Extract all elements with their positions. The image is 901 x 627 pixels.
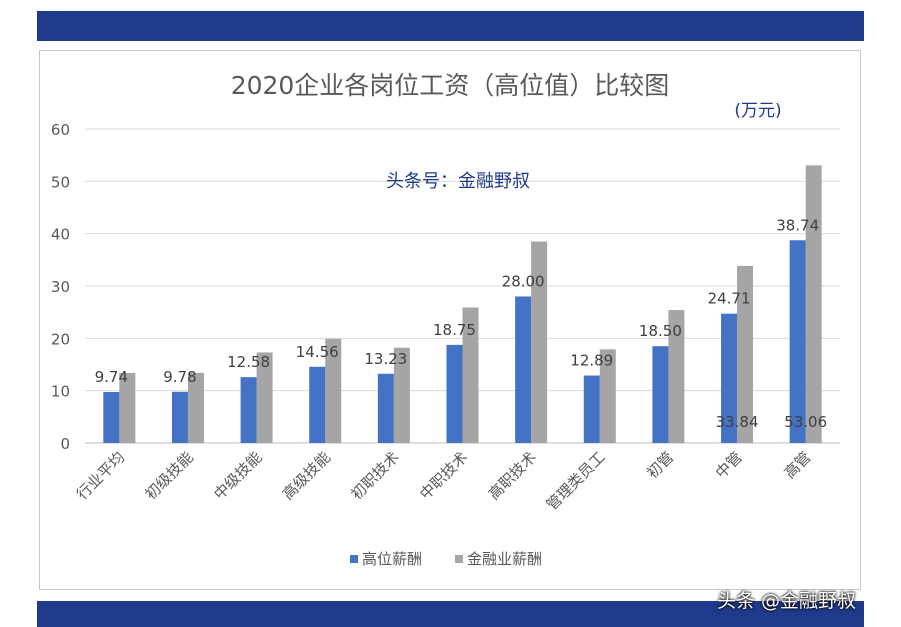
unit-label: (万元) [734, 101, 781, 121]
x-tick-label: 初级技能 [142, 448, 197, 503]
bottom-banner [37, 601, 864, 627]
legend-swatch [350, 555, 358, 563]
bar-金融业薪酬 [119, 372, 136, 443]
bar-金融业薪酬 [531, 241, 548, 443]
y-tick-label: 10 [51, 383, 70, 401]
bar-金融业薪酬 [805, 165, 822, 443]
bar-高位薪酬 [789, 240, 806, 443]
data-label: 33.84 [716, 413, 759, 431]
bar-金融业薪酬 [393, 347, 410, 443]
bar-高位薪酬 [721, 313, 738, 443]
bar-高位薪酬 [652, 346, 669, 443]
legend-swatch [455, 555, 463, 563]
bar-高位薪酬 [103, 392, 120, 443]
bar-高位薪酬 [446, 344, 463, 443]
watermark: 头条 @金融野叔 [717, 590, 857, 612]
y-tick-label: 60 [51, 121, 70, 139]
data-label: 9.74 [95, 368, 128, 386]
bar-高位薪酬 [583, 375, 600, 443]
y-tick-label: 40 [51, 226, 70, 244]
y-tick-label: 50 [51, 173, 70, 191]
chart-title: 2020企业各岗位工资（高位值）比较图 [231, 71, 670, 100]
y-tick-label: 0 [60, 435, 70, 453]
x-tick-label: 初管 [643, 448, 677, 482]
bar-金融业薪酬 [599, 349, 616, 443]
data-label: 28.00 [502, 272, 545, 290]
data-label: 53.06 [784, 413, 827, 431]
bar-高位薪酬 [515, 296, 532, 443]
legend-label: 金融业薪酬 [467, 550, 542, 568]
bar-高位薪酬 [309, 366, 326, 443]
data-label: 13.23 [364, 350, 407, 368]
x-tick-label: 中职技术 [416, 448, 471, 503]
bar-金融业薪酬 [256, 352, 273, 443]
data-label: 12.58 [227, 353, 270, 371]
data-label: 18.50 [639, 322, 682, 340]
data-label: 9.78 [163, 368, 196, 386]
x-tick-label: 管理类员工 [543, 448, 609, 514]
x-tick-label: 高级技能 [279, 448, 334, 503]
x-tick-label: 行业平均 [73, 448, 128, 503]
bar-金融业薪酬 [187, 372, 204, 443]
x-tick-label: 高管 [781, 448, 815, 482]
y-tick-label: 30 [51, 278, 70, 296]
x-tick-label: 中级技能 [210, 448, 265, 503]
bar-金融业薪酬 [737, 265, 754, 443]
chart-annotation: 头条号：金融野叔 [386, 171, 530, 192]
y-tick-label: 20 [51, 330, 70, 348]
x-tick-label: 高职技术 [485, 448, 540, 503]
bar-金融业薪酬 [668, 310, 685, 443]
data-label: 38.74 [776, 216, 819, 234]
bar-高位薪酬 [240, 377, 257, 443]
x-tick-label: 中管 [712, 448, 746, 482]
top-banner [37, 11, 864, 41]
data-label: 12.89 [570, 352, 613, 370]
x-tick-label: 初职技术 [348, 448, 403, 503]
bar-金融业薪酬 [325, 338, 342, 443]
data-label: 18.75 [433, 321, 476, 339]
bar-高位薪酬 [171, 391, 188, 443]
bar-金融业薪酬 [462, 307, 479, 443]
data-label: 14.56 [296, 343, 339, 361]
legend-label: 高位薪酬 [362, 550, 422, 568]
data-label: 24.71 [708, 290, 751, 308]
bar-高位薪酬 [377, 373, 394, 443]
